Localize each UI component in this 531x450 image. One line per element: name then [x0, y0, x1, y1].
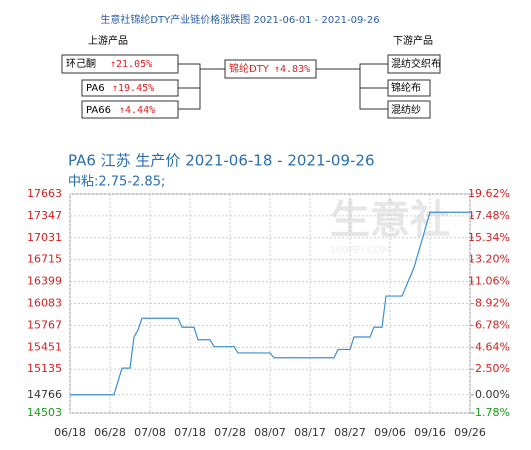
- y2-tick-label: 11.06%: [468, 275, 510, 288]
- x-tick-label: 09/06: [374, 426, 406, 439]
- downstream-label: 下游产品: [393, 34, 433, 47]
- chart-title: PA6 江苏 生产价 2021-06-18 - 2021-09-26: [68, 152, 375, 170]
- node-name: 混纺交织布: [391, 57, 441, 70]
- x-tick-label: 07/28: [214, 426, 246, 439]
- x-tick-label: 07/08: [134, 426, 166, 439]
- node-box: [81, 79, 179, 97]
- x-tick-label: 07/18: [174, 426, 206, 439]
- y2-tick-label: 8.92%: [475, 297, 510, 310]
- node-name: 环己酮: [66, 58, 96, 70]
- x-tick-label: 09/26: [454, 426, 486, 439]
- node-name: 锦纶布: [391, 81, 421, 94]
- downstream-connector: [316, 63, 388, 110]
- x-tick-label: 06/28: [94, 426, 126, 439]
- node-change: ↑21.05%: [110, 59, 152, 70]
- y-tick-label: 17663: [27, 187, 62, 200]
- x-tick-label: 08/07: [254, 426, 286, 439]
- y-tick-label: 14766: [27, 388, 62, 401]
- y2-tick-label: 6.78%: [475, 318, 510, 331]
- y-tick-label: 15767: [27, 318, 62, 331]
- node-name: PA6: [86, 83, 105, 94]
- x-tick-label: 09/16: [414, 426, 446, 439]
- node-box: [81, 100, 179, 119]
- node-name: 混纺纱: [391, 103, 421, 116]
- upstream-connector: [178, 63, 225, 110]
- x-tick-label: 06/18: [54, 426, 86, 439]
- y2-tick-label: 2.50%: [475, 362, 510, 375]
- node-change: ↑4.83%: [274, 64, 310, 75]
- y-tick-label: 16083: [27, 297, 62, 310]
- y2-tick-label: 13.20%: [468, 253, 510, 266]
- node-change: ↑4.44%: [119, 105, 155, 116]
- y-tick-label: 16399: [27, 275, 62, 288]
- y-tick-label: 16715: [27, 253, 62, 266]
- chart-subtitle: 中粘:2.75-2.85;: [68, 175, 165, 190]
- y-tick-label: 17347: [27, 209, 62, 222]
- upstream-label: 上游产品: [88, 34, 128, 47]
- price-line: [70, 211, 470, 396]
- center-node-box: [224, 59, 317, 79]
- node-box: [387, 79, 431, 97]
- y2-tick-label: -1.78%: [471, 406, 510, 419]
- y2-tick-label: 0.00%: [475, 388, 510, 401]
- y-tick-label: 14503: [27, 406, 62, 419]
- x-tick-label: 08/17: [294, 426, 326, 439]
- watermark-sub: 100PPI.COM: [330, 245, 391, 256]
- diagram-title: 生意社锦纶DTY产业链价格涨跌图 2021-06-01 - 2021-09-26: [100, 13, 379, 26]
- node-box: [387, 100, 431, 119]
- y-tick-label: 17031: [27, 231, 62, 244]
- y2-tick-label: 17.48%: [468, 209, 510, 222]
- y-tick-label: 15451: [27, 340, 62, 353]
- node-name: 锦纶DTY: [229, 62, 270, 75]
- node-box: [61, 54, 179, 74]
- node-change: ↑19.45%: [112, 83, 154, 94]
- y2-tick-label: 15.34%: [468, 231, 510, 244]
- y2-tick-label: 4.64%: [475, 340, 510, 353]
- y-tick-label: 15135: [27, 362, 62, 375]
- node-box: [387, 54, 441, 74]
- x-tick-label: 08/27: [334, 426, 366, 439]
- node-name: PA66: [86, 105, 111, 116]
- y2-tick-label: 19.62%: [468, 187, 510, 200]
- connectors: [178, 63, 388, 110]
